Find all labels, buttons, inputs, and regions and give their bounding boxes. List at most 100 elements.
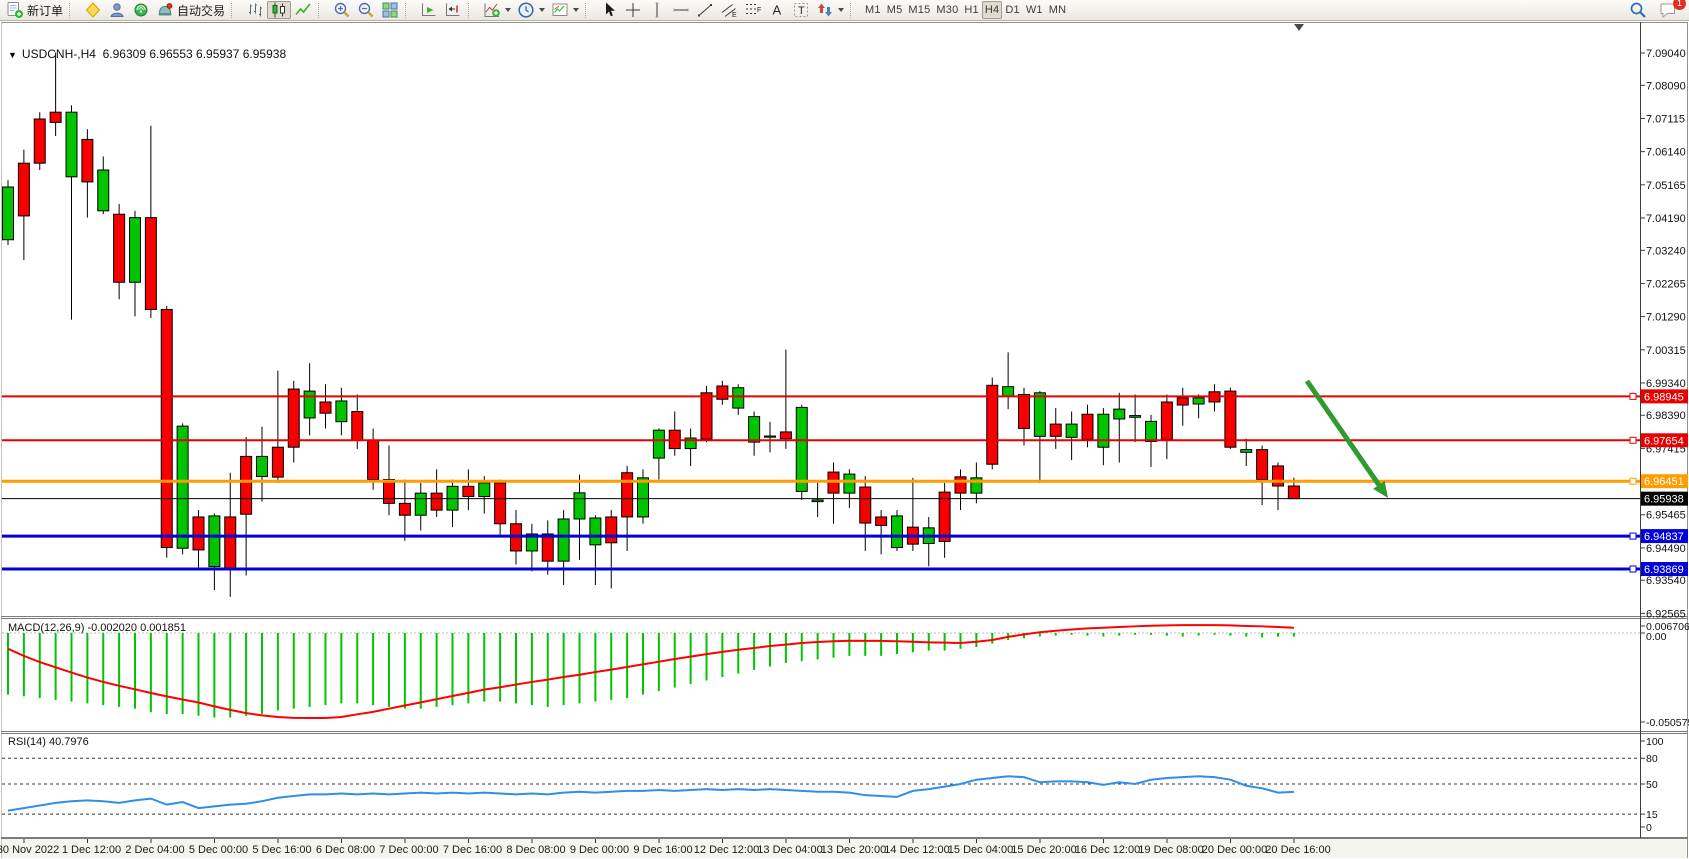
tile-windows-button[interactable] [378,1,402,19]
candle-bullish [1002,386,1015,398]
period-m1[interactable]: M1 [862,1,884,19]
candle-bearish [383,479,395,504]
chevron-down-icon[interactable] [505,8,512,12]
channel-button[interactable]: E [717,1,741,19]
auto-scroll-icon [420,1,438,19]
badge-bg [1641,562,1688,577]
line-chart-button[interactable] [291,1,315,19]
period-mn[interactable]: MN [1046,1,1070,19]
period-m15[interactable]: M15 [905,1,933,19]
candle-bullish [1113,408,1126,420]
price-axis-label: 7.02265 [1646,278,1686,290]
candle-bearish [144,217,157,310]
price-axis-label: 7.07115 [1646,113,1685,125]
price-axis-label: 7.08090 [1646,80,1686,92]
price-axis-label: 6.99340 [1646,378,1686,390]
arrow-shaft [1304,379,1385,492]
chevron-down-icon[interactable] [573,8,580,12]
search-button[interactable] [1626,1,1650,19]
rsi-axis-label: 50 [1646,779,1658,791]
line-anchor-handle[interactable] [1629,392,1637,400]
templates-button[interactable] [548,1,582,19]
fibo-icon: F [744,1,762,19]
time-axis-label: 5 Dec 00:00 [189,844,248,856]
autotrading-button[interactable]: 自动交易 [153,1,228,19]
chart-shift-button[interactable] [441,1,465,19]
trend-arrow-annotation[interactable] [1304,379,1388,498]
macd-axis-label: 0.006706 [1646,621,1689,633]
candle-bullish [1240,449,1253,453]
line-anchor-handle[interactable] [1629,532,1637,540]
candle-bullish [97,169,110,212]
signals-button[interactable] [129,1,153,19]
candle-bullish [589,517,602,546]
badge-text: 6.93869 [1644,564,1684,576]
period-h1[interactable]: H1 [961,1,981,19]
vertical-line-button[interactable] [645,1,669,19]
period-m5[interactable]: M5 [884,1,906,19]
candle-bearish [351,411,364,441]
metaeditor-button[interactable] [81,1,105,19]
bar-chart-button[interactable] [243,1,267,19]
chevron-down-icon[interactable] [838,8,845,12]
svg-text:E: E [732,12,737,19]
time-axis[interactable]: 30 Nov 2022 1 Dec 12:00 2 Dec 04:00 5 Dec 0… [0,838,1688,858]
line-anchor-handle[interactable] [1629,565,1637,573]
trendline-button[interactable] [693,1,717,19]
candle-bullish [748,416,761,443]
period-w1[interactable]: W1 [1023,1,1046,19]
candle-bullish [1192,397,1205,405]
period-d1[interactable]: D1 [1002,1,1022,19]
candle-bearish [1287,485,1300,500]
crosshair-button[interactable] [621,1,645,19]
svg-text:A: A [773,3,782,18]
chart-canvas[interactable]: 7.09040 7.08090 7.07115 7.06140 7.05165 7.041… [0,21,1689,859]
chart-shift-marker[interactable] [1294,24,1304,31]
chevron-down-icon[interactable] [539,8,546,12]
profile-button[interactable] [105,1,129,19]
line-anchor-handle[interactable] [1629,436,1637,444]
cursor-button[interactable] [597,1,621,19]
candlestick-chart-button[interactable] [267,1,292,19]
price-line-badge: 6.95938 [1641,491,1688,506]
candle-bearish [605,516,618,544]
period-h4[interactable]: H4 [981,1,1003,19]
macd-panel [2,624,1640,720]
price-axis-label: 6.92565 [1646,608,1686,620]
zoom-out-button[interactable] [354,1,378,19]
zoom-in-button[interactable] [330,1,354,19]
chart-window[interactable]: 7.09040 7.08090 7.07115 7.06140 7.05165 7.041… [0,21,1689,859]
indicators-button[interactable] [480,1,514,19]
candle-bearish [1224,390,1237,448]
periods-button[interactable] [514,1,548,19]
chat-button[interactable]: 1 [1656,0,1686,19]
candle-bearish [398,502,411,516]
candle-bullish [637,477,649,518]
cursor-icon [600,1,618,19]
candle-bullish [2,186,14,241]
text-button[interactable]: A [765,1,789,19]
auto-scroll-button[interactable] [417,1,441,19]
line-chart-icon [294,1,312,19]
price-line-badge: 6.97654 [1641,433,1688,448]
macd-axis-label: -0.050575 [1646,717,1689,729]
price-axis-label: 6.94490 [1646,543,1686,555]
new-order-button[interactable]: 新订单 [3,1,66,19]
horizontal-line-button[interactable] [669,1,693,19]
rsi-axis-label: 80 [1646,753,1658,765]
textA-icon: A [768,1,786,19]
fibonacci-button[interactable]: F [741,1,765,19]
notification-badge: 1 [1673,0,1686,10]
badge-bg [1641,491,1688,506]
line-anchor-handle[interactable] [1629,477,1637,485]
price-axis-label: 7.03240 [1646,245,1686,257]
price-axis[interactable]: 7.09040 7.08090 7.07115 7.06140 7.05165 7.041… [1640,22,1689,838]
text-label-button[interactable]: T [789,1,813,19]
macd-signal-line [7,624,1294,720]
time-axis-label: 13 Dec 20:00 [821,844,886,856]
period-m30[interactable]: M30 [933,1,961,19]
candlestick-series [2,52,1300,597]
hline-icon [672,1,690,19]
arrows-button[interactable] [813,1,847,19]
zoom-out-icon [357,1,375,19]
